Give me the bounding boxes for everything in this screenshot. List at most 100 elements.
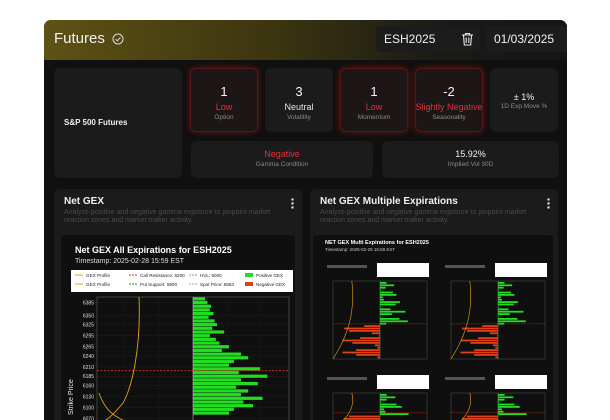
legend-label: GEX Profile	[86, 273, 110, 278]
expected-move-label: 1D Exp Move %	[490, 103, 558, 110]
legend-label: HVL: 6000	[200, 273, 222, 278]
mini-positive-bar	[380, 401, 381, 403]
multi-title: Net GEX Multiple Expirations	[320, 196, 458, 207]
mini-legend	[495, 263, 547, 277]
mini-chart	[327, 375, 429, 420]
y-axis-label: Strike Price	[68, 379, 75, 415]
mini-chart-heading	[445, 377, 485, 380]
mini-positive-bar	[380, 301, 400, 303]
mini-negative-bar	[356, 354, 380, 356]
mini-negative-bar	[349, 416, 380, 418]
positive-gex-bar	[193, 312, 213, 315]
mini-positive-bar	[498, 284, 512, 286]
kebab-menu-icon[interactable]	[291, 198, 294, 209]
legend-label: Positive GEX	[256, 273, 283, 278]
mini-positive-bar	[498, 406, 520, 408]
positive-gex-bar	[193, 393, 241, 396]
mini-negative-bar	[497, 335, 498, 337]
volatility-label: Volatility	[265, 114, 333, 121]
mini-negative-bar	[356, 349, 380, 351]
gamma-condition-label: Gamma Condition	[191, 161, 373, 168]
positive-gex-bar	[193, 356, 248, 359]
legend-label: Call Resistance: 6200	[140, 273, 185, 278]
mini-positive-bar	[380, 299, 384, 301]
positive-gex-bar	[193, 297, 205, 300]
net-gex-chart: Net GEX All Expirations for ESH2025 Time…	[61, 235, 295, 420]
mini-positive-bar	[380, 408, 384, 410]
mini-legend	[377, 263, 429, 277]
page-title: Futures	[54, 30, 105, 47]
volatility-level: Neutral	[265, 102, 333, 112]
mini-negative-bar	[364, 325, 380, 327]
mini-positive-bar	[498, 401, 499, 403]
kebab-menu-icon[interactable]	[547, 198, 550, 209]
positive-gex-bar	[193, 341, 219, 344]
y-ticks: 6385635063256295626562406210618561606130…	[83, 301, 94, 420]
mini-positive-bar	[498, 404, 514, 406]
mini-positive-bar	[380, 296, 383, 298]
multi-expiration-chart: NET GEX Multi Expirations for ESH2025 Ti…	[313, 235, 553, 420]
mini-negative-bar	[462, 328, 498, 330]
mini-negative-bar	[470, 342, 498, 344]
legend-swatch	[245, 282, 253, 286]
mini-positive-bar	[380, 282, 387, 284]
mini-positive-bar	[380, 304, 396, 306]
net-gex-title: Net GEX	[64, 196, 104, 207]
y-tick-label: 6210	[83, 365, 94, 371]
mini-positive-bar	[380, 308, 390, 310]
mini-chart-heading	[327, 265, 367, 268]
mini-positive-bar	[380, 394, 387, 396]
mini-negative-bar	[474, 354, 498, 356]
mini-positive-bar	[380, 292, 393, 294]
trash-icon[interactable]	[461, 32, 474, 46]
positive-gex-bar	[193, 345, 229, 348]
mini-positive-bar	[498, 411, 503, 413]
mini-negative-bar	[461, 340, 498, 342]
mini-negative-bar	[490, 332, 498, 334]
ticker-input[interactable]: ESH2025	[376, 26, 480, 52]
net-gex-description: Analyze positive and negative gamma expo…	[64, 209, 279, 225]
legend-swatch	[245, 273, 253, 277]
y-tick-label: 6350	[83, 313, 94, 319]
mini-positive-bar	[498, 320, 526, 322]
seasonality-score: -2	[415, 84, 483, 99]
mini-positive-bar	[498, 313, 510, 315]
mini-positive-bar	[380, 413, 409, 415]
mini-negative-bar	[379, 335, 380, 337]
implied-vol-value: 15.92%	[382, 149, 559, 159]
positive-gex-bar	[193, 353, 241, 356]
mini-negative-bar	[360, 337, 380, 339]
positive-gex-bar	[193, 305, 211, 308]
positive-gex-bar	[193, 308, 210, 311]
positive-gex-bar	[193, 360, 234, 363]
mini-negative-bar	[493, 344, 498, 346]
mini-positive-bar	[380, 320, 408, 322]
mini-positive-bar	[498, 282, 505, 284]
seasonality-tile: -2 Slightly Negative Seasonality	[415, 68, 483, 132]
mini-negative-bar	[372, 332, 380, 334]
option-tile: 1 Low Option	[190, 68, 258, 132]
positive-gex-bar	[193, 349, 222, 352]
seasonality-level: Slightly Negative	[415, 102, 483, 112]
implied-vol-label: Implied Vol 30D	[382, 161, 559, 168]
mini-chart	[445, 375, 547, 420]
mini-chart	[327, 263, 429, 359]
date-value: 01/03/2025	[494, 32, 554, 46]
y-tick-label: 6070	[83, 417, 94, 420]
date-picker[interactable]: 01/03/2025	[486, 26, 567, 52]
positive-gex-bar	[193, 334, 210, 337]
app-window: Futures ESH2025 01/03/2025 S&P 500 Futur…	[44, 20, 567, 420]
mini-positive-bar	[380, 311, 405, 313]
positive-gex-bar	[193, 327, 212, 330]
mini-positive-bar	[498, 299, 502, 301]
mini-negative-bar	[495, 356, 498, 358]
mini-negative-bar	[375, 344, 380, 346]
positive-gex-bar	[193, 371, 239, 374]
mini-negative-bar	[377, 356, 380, 358]
mini-positive-bar	[380, 313, 392, 315]
mini-negative-bar	[467, 330, 498, 332]
mini-positive-bar	[498, 394, 505, 396]
multi-expiration-chart-svg	[313, 235, 553, 420]
mini-positive-bar	[498, 294, 514, 296]
mini-positive-bar	[380, 406, 402, 408]
